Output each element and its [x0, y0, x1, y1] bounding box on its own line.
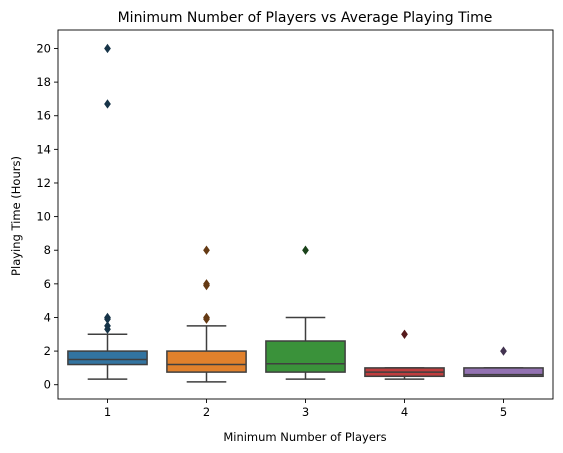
outlier-point — [500, 346, 507, 356]
x-axis: 1 2 3 4 5 — [104, 399, 507, 419]
y-tick-label: 20 — [36, 41, 51, 55]
box-3 — [265, 245, 346, 380]
box-iqr — [463, 367, 544, 378]
box-5 — [463, 346, 544, 378]
outlier-point — [104, 324, 111, 334]
y-tick-label: 6 — [44, 277, 51, 291]
y-tick-label: 8 — [44, 243, 51, 257]
box-2 — [166, 245, 247, 383]
outlier-point — [203, 245, 210, 255]
outlier-point — [203, 280, 210, 291]
y-tick-label: 4 — [44, 310, 51, 324]
y-tick-label: 18 — [36, 75, 51, 89]
x-tick-label: 1 — [104, 405, 111, 419]
x-tick-label: 3 — [302, 405, 309, 419]
y-tick-label: 12 — [36, 176, 51, 190]
x-tick-label: 4 — [401, 405, 408, 419]
y-tick-label: 2 — [44, 344, 51, 358]
box-iqr — [166, 350, 247, 373]
outlier-point — [401, 329, 408, 339]
box-iqr — [265, 340, 346, 373]
box-iqr — [67, 350, 148, 366]
outlier-point — [203, 314, 210, 324]
outlier-point — [104, 43, 111, 54]
y-tick-label: 0 — [44, 378, 51, 392]
y-axis-label: Playing Time (Hours) — [9, 156, 23, 276]
y-tick-label: 16 — [36, 109, 51, 123]
x-tick-label: 2 — [203, 405, 210, 419]
x-axis-label: Minimum Number of Players — [223, 430, 386, 444]
y-axis: 0 2 4 6 8 10 12 14 16 18 20 — [36, 41, 58, 392]
box-4 — [364, 329, 445, 380]
x-tick-label: 5 — [500, 405, 507, 419]
y-tick-label: 14 — [36, 142, 51, 156]
outlier-point — [302, 245, 309, 255]
y-tick-label: 10 — [36, 210, 51, 224]
box-1 — [67, 43, 148, 380]
outlier-point — [104, 99, 111, 109]
plot-area — [57, 29, 554, 400]
chart-title: Minimum Number of Players vs Average Pla… — [118, 10, 493, 26]
